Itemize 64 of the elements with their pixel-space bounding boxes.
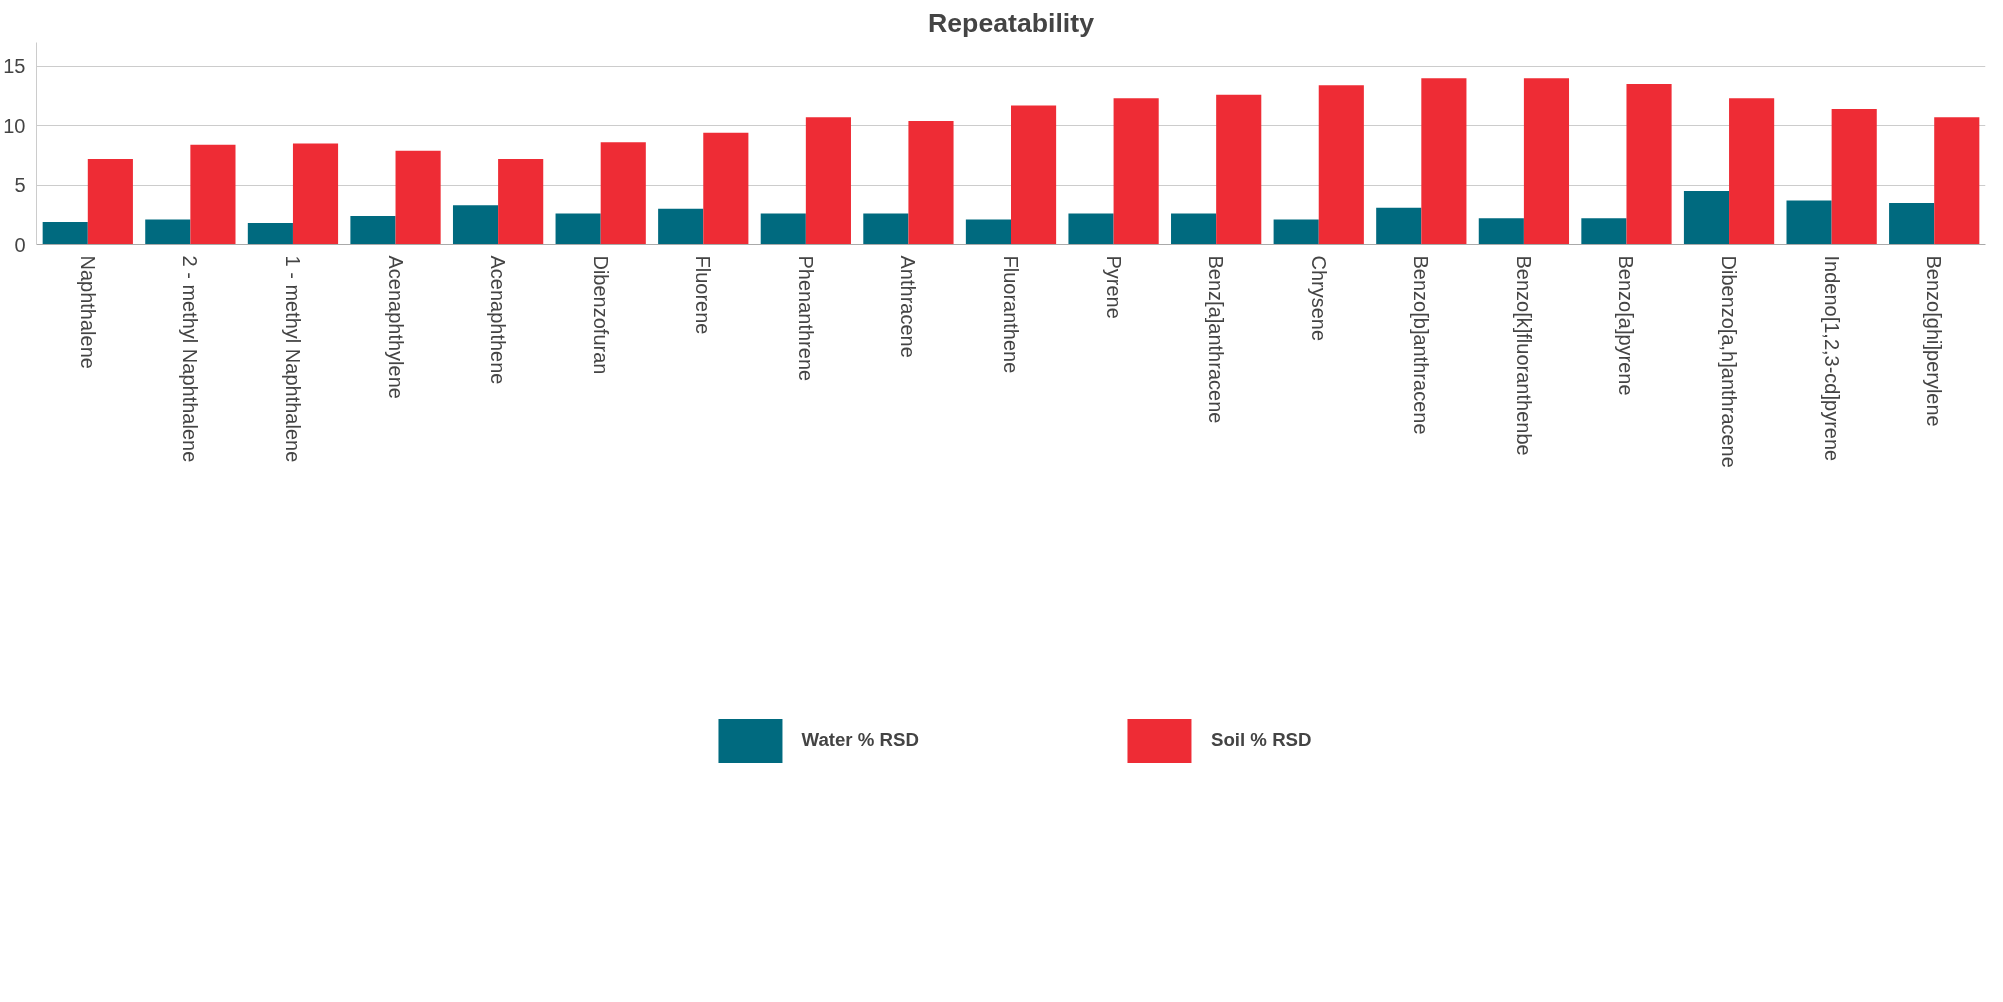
bar (805, 117, 851, 245)
chart-title: Repeatability (928, 7, 1095, 38)
bar (1581, 218, 1627, 245)
x-tick-label: Pyrene (1102, 255, 1125, 319)
bar (908, 120, 954, 245)
y-tick-label: 15 (3, 55, 26, 78)
bar (395, 150, 441, 245)
x-tick-label: 1 - methyl Naphthalene (281, 255, 304, 463)
legend-label: Water % RSD (801, 729, 919, 751)
x-tick-label: Benzo[k]fluoranthenbe (1512, 255, 1535, 456)
bar (1523, 78, 1570, 245)
bar (555, 213, 601, 245)
bar (1683, 191, 1730, 245)
bar (1889, 202, 1935, 245)
bar (1478, 218, 1524, 245)
bar (1318, 85, 1364, 245)
bar (600, 142, 646, 245)
x-tick-label: Benz[a]anthracene (1205, 255, 1228, 424)
bar (1376, 207, 1422, 245)
bar (1831, 109, 1877, 245)
x-tick-label: Phenanthrene (794, 255, 817, 382)
x-tick-label: 2 - methyl Naphthalene (179, 255, 202, 463)
x-tick-label: Benzo[b]anthracene (1410, 255, 1433, 435)
bar (1171, 213, 1217, 245)
x-tick-label: Fluorene (692, 255, 715, 335)
bar (350, 215, 396, 245)
bar (863, 213, 909, 245)
x-tick-label: Benzo[ghi]perylene (1923, 255, 1946, 427)
bar (1729, 98, 1775, 245)
bar (247, 223, 293, 245)
bar (42, 221, 88, 245)
x-tick-label: Benzo[a]pyrene (1615, 255, 1638, 396)
bar (190, 144, 236, 245)
bar (1421, 78, 1467, 245)
bar (87, 158, 133, 245)
x-tick-label: Naphthalene (76, 255, 99, 369)
bar (452, 205, 499, 245)
x-tick-label: Fluoranthene (1000, 255, 1022, 374)
bar (703, 132, 749, 245)
bar (1113, 98, 1159, 245)
bar (292, 143, 339, 245)
y-tick-label: 0 (14, 233, 26, 256)
x-tick-label: Acenaphthylene (384, 255, 407, 399)
x-tick-label: Acenaphthene (487, 255, 510, 385)
bar (658, 208, 704, 245)
x-tick-label: Chrysene (1307, 255, 1330, 342)
bar (1626, 84, 1672, 245)
bar (1786, 200, 1832, 245)
x-tick-label: Anthracene (897, 255, 920, 358)
legend-label: Soil % RSD (1210, 729, 1312, 751)
y-tick-label: 10 (3, 114, 26, 137)
bar (1216, 94, 1262, 245)
bar (965, 219, 1011, 245)
bar (1068, 213, 1114, 245)
bar (145, 219, 191, 245)
bar (498, 158, 544, 245)
x-tick-label: Dibenzofuran (589, 255, 612, 375)
x-tick-label: Indeno[1,2,3-cd]pyrene (1820, 255, 1843, 462)
bar (1273, 219, 1319, 245)
bar (760, 213, 806, 245)
x-tick-label: Dibenzo[a,h]anthracene (1718, 255, 1741, 468)
bar (1011, 105, 1057, 245)
y-tick-label: 5 (14, 174, 26, 197)
bar (1934, 117, 1980, 245)
